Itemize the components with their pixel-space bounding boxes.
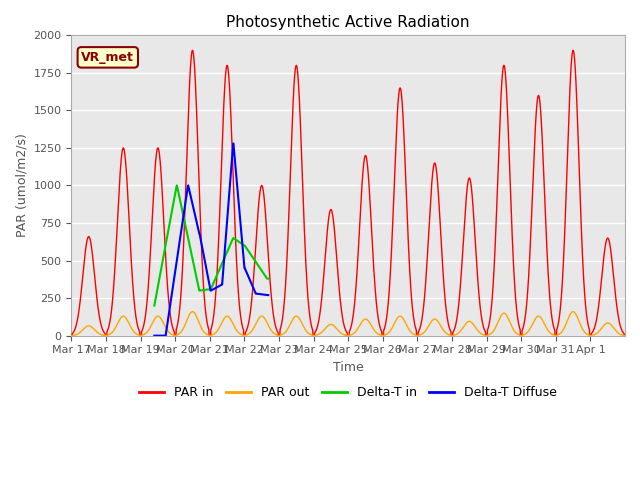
Title: Photosynthetic Active Radiation: Photosynthetic Active Radiation bbox=[227, 15, 470, 30]
Legend: PAR in, PAR out, Delta-T in, Delta-T Diffuse: PAR in, PAR out, Delta-T in, Delta-T Dif… bbox=[134, 382, 563, 405]
Y-axis label: PAR (umol/m2/s): PAR (umol/m2/s) bbox=[15, 133, 28, 238]
Text: VR_met: VR_met bbox=[81, 51, 134, 64]
X-axis label: Time: Time bbox=[333, 361, 364, 374]
